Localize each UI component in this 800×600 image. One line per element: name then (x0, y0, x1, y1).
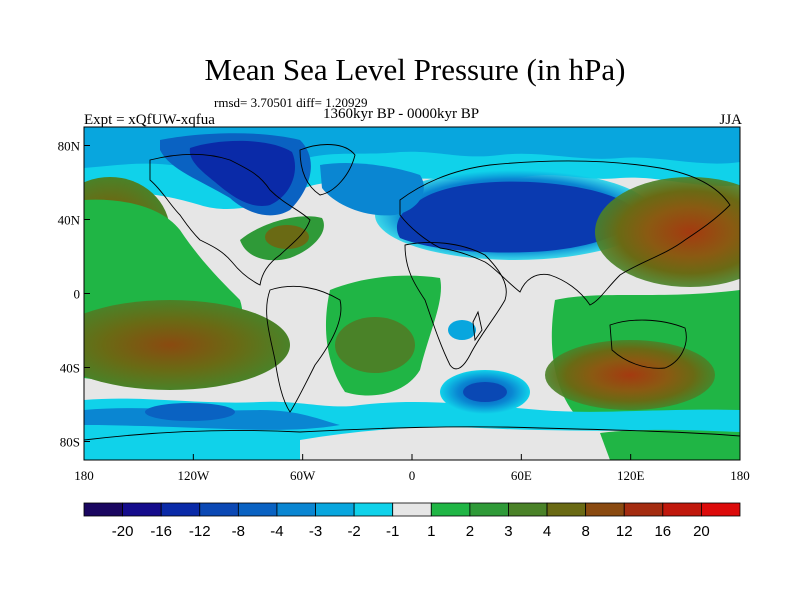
south-atlantic-high (335, 317, 415, 373)
pressure-field (84, 127, 740, 460)
colorbar-label: 2 (466, 523, 474, 540)
colorbar-label: 12 (616, 523, 633, 540)
coast-madagascar (472, 310, 483, 342)
north-pacific-high-west (595, 177, 740, 287)
colorbar-label: 1 (427, 523, 435, 540)
x-tick-label: 0 (409, 468, 416, 483)
colorbar-swatch (546, 502, 587, 517)
colorbar-label: -4 (270, 523, 283, 540)
madagascar-low (448, 320, 476, 340)
southern-pacific-low-core (145, 403, 235, 421)
x-tick-label: 60E (511, 468, 532, 483)
colorbar-swatch (353, 502, 394, 517)
y-tick-label: 80S (60, 435, 80, 450)
colorbar-swatch (160, 502, 201, 517)
colorbar-swatch (83, 502, 123, 517)
colorbar-swatch (662, 502, 702, 517)
colorbar-label: -2 (347, 523, 360, 540)
colorbar-label: -8 (232, 523, 245, 540)
colorbar-swatch (392, 502, 432, 517)
colorbar-swatch (122, 502, 162, 517)
colorbar-swatch (701, 502, 741, 517)
coast-north-america (149, 153, 311, 286)
coast-antarctica (84, 426, 740, 441)
colorbar: -20 -16 -12 -8 -4 -3 -2 -1 1 2 3 4 8 12 16 20 (83, 502, 741, 540)
colorbar-swatch (508, 502, 548, 517)
colorbar-label: 16 (654, 523, 671, 540)
colorbar-label: 4 (543, 523, 551, 540)
southern-atlantic-low-core (463, 382, 507, 402)
south-indian-high (545, 340, 715, 410)
colorbar-label: -12 (189, 523, 211, 540)
colorbar-swatch (276, 502, 316, 517)
coastlines (84, 144, 740, 441)
y-tick-label: 80N (58, 139, 81, 154)
x-tick-label: 60W (290, 468, 316, 483)
colorbar-swatch (430, 502, 471, 517)
season-label: JJA (719, 112, 742, 128)
period-subtitle: 1360kyr BP - 0000kyr BP (323, 106, 480, 122)
coast-australia (609, 319, 687, 369)
x-tick-label: 180 (730, 468, 750, 483)
x-tick-label: 120W (177, 468, 210, 483)
coast-south-america (266, 285, 342, 413)
north-atlantic-cold (320, 163, 424, 216)
y-axis: 80N 40N 0 40S 80S (58, 139, 90, 450)
colorbar-swatch (199, 502, 239, 517)
stats-subtitle: rmsd= 3.70501 diff= 1.20929 (214, 95, 368, 110)
asian-low-core (396, 181, 640, 253)
colorbar-swatch (237, 502, 278, 517)
x-tick-label: 120E (617, 468, 645, 483)
x-axis: 180 120W 60W 0 60E 120E 180 (74, 454, 750, 483)
coast-greenland (299, 144, 356, 196)
coast-europe-asia (399, 160, 731, 306)
experiment-label: Expt = xQfUW-xqfua (84, 112, 215, 128)
y-tick-label: 0 (74, 287, 81, 302)
colorbar-swatch (315, 502, 355, 517)
y-tick-label: 40N (58, 213, 81, 228)
greenland-low-core (189, 140, 296, 206)
colorbar-label: -1 (386, 523, 399, 540)
colorbar-label: 20 (693, 523, 710, 540)
colorbar-swatch (585, 502, 625, 517)
y-tick-label: 40S (60, 361, 80, 376)
colorbar-label: 8 (581, 523, 589, 540)
colorbar-label: -3 (309, 523, 322, 540)
south-pacific-high (84, 300, 290, 390)
colorbar-label: -16 (150, 523, 172, 540)
colorbar-label: 3 (504, 523, 512, 540)
north-atlantic-high-core (265, 225, 309, 249)
colorbar-swatch (623, 502, 664, 517)
colorbar-label: -20 (112, 523, 134, 540)
chart-title: Mean Sea Level Pressure (in hPa) (204, 52, 626, 87)
coast-africa (404, 242, 507, 370)
x-tick-label: 180 (74, 468, 94, 483)
colorbar-swatch (469, 502, 509, 517)
antarctic-green (600, 429, 740, 460)
